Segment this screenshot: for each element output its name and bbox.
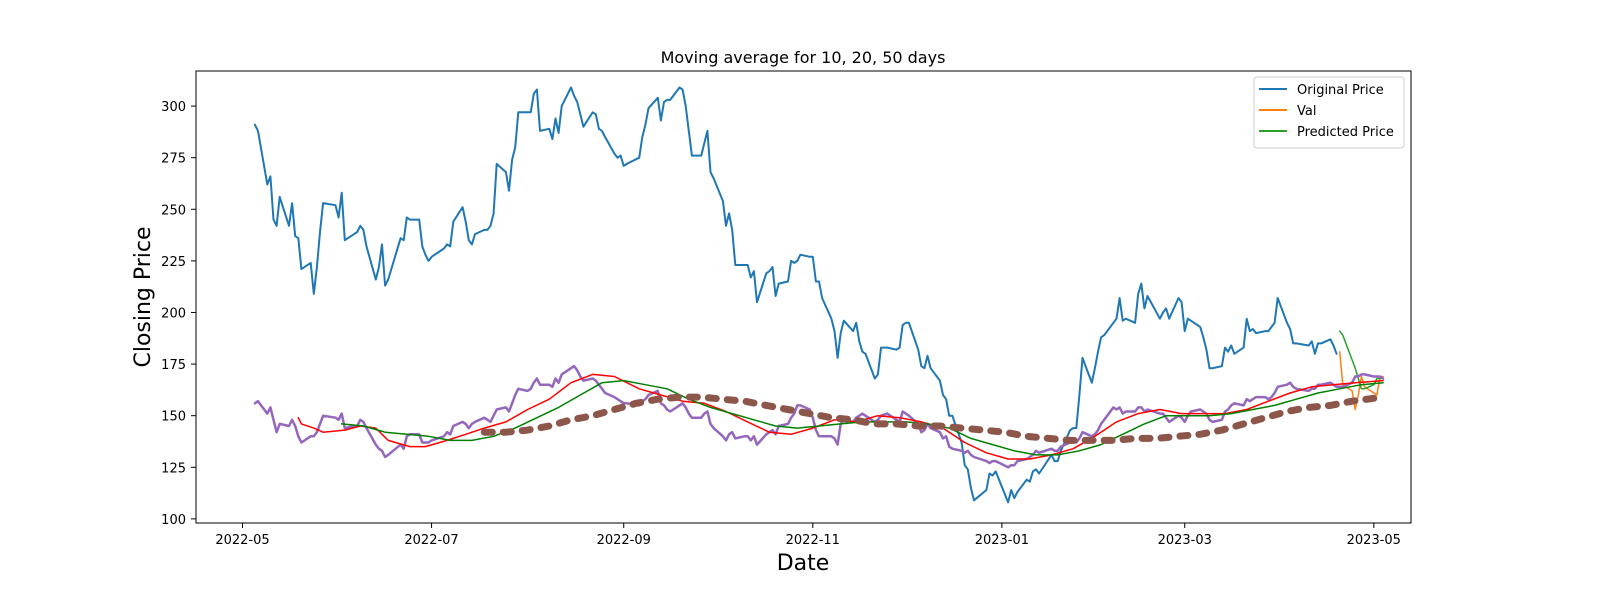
series-line-5 — [340, 379, 1384, 456]
series-line-6 — [480, 393, 1387, 444]
x-tick-label: 2022-05 — [215, 533, 269, 548]
y-tick-label: 100 — [161, 513, 186, 528]
y-axis: 100 125 150 175 200 225 250 275 300 — [161, 100, 196, 528]
legend-label: Predicted Price — [1297, 125, 1394, 140]
x-tick-label: 2023-05 — [1347, 533, 1401, 548]
series-line-4 — [297, 373, 1384, 460]
legend: Original Price Val Predicted Price — [1253, 76, 1405, 149]
series-line-0 — [253, 86, 1338, 504]
y-tick-label: 175 — [161, 358, 186, 373]
legend-label: Original Price — [1297, 83, 1384, 98]
x-tick-label: 2023-01 — [975, 533, 1029, 548]
plot-frame — [195, 70, 1412, 524]
y-axis-label: Closing Price — [131, 226, 156, 367]
series-line-3 — [253, 364, 1385, 469]
y-tick-label: 300 — [161, 100, 186, 115]
series-line-2 — [1338, 330, 1384, 390]
legend-box — [1253, 76, 1405, 149]
x-axis-label: Date — [777, 551, 830, 576]
x-tick-label: 2023-03 — [1158, 533, 1212, 548]
x-tick-label: 2022-07 — [404, 533, 458, 548]
y-tick-label: 125 — [161, 461, 186, 476]
chart-title: Moving average for 10, 20, 50 days — [661, 48, 946, 67]
series-line-1 — [1338, 350, 1384, 411]
y-tick-label: 200 — [161, 306, 186, 321]
y-tick-label: 150 — [161, 410, 186, 425]
y-tick-label: 250 — [161, 203, 186, 218]
x-axis: 2022-05 2022-07 2022-09 2022-11 2023-01 2023-… — [215, 523, 1401, 548]
x-tick-label: 2022-09 — [597, 533, 651, 548]
x-tick-label: 2022-11 — [786, 533, 840, 548]
y-tick-label: 275 — [161, 152, 186, 167]
y-tick-label: 225 — [161, 255, 186, 270]
legend-label: Val — [1297, 104, 1316, 119]
series-layer — [253, 86, 1387, 504]
